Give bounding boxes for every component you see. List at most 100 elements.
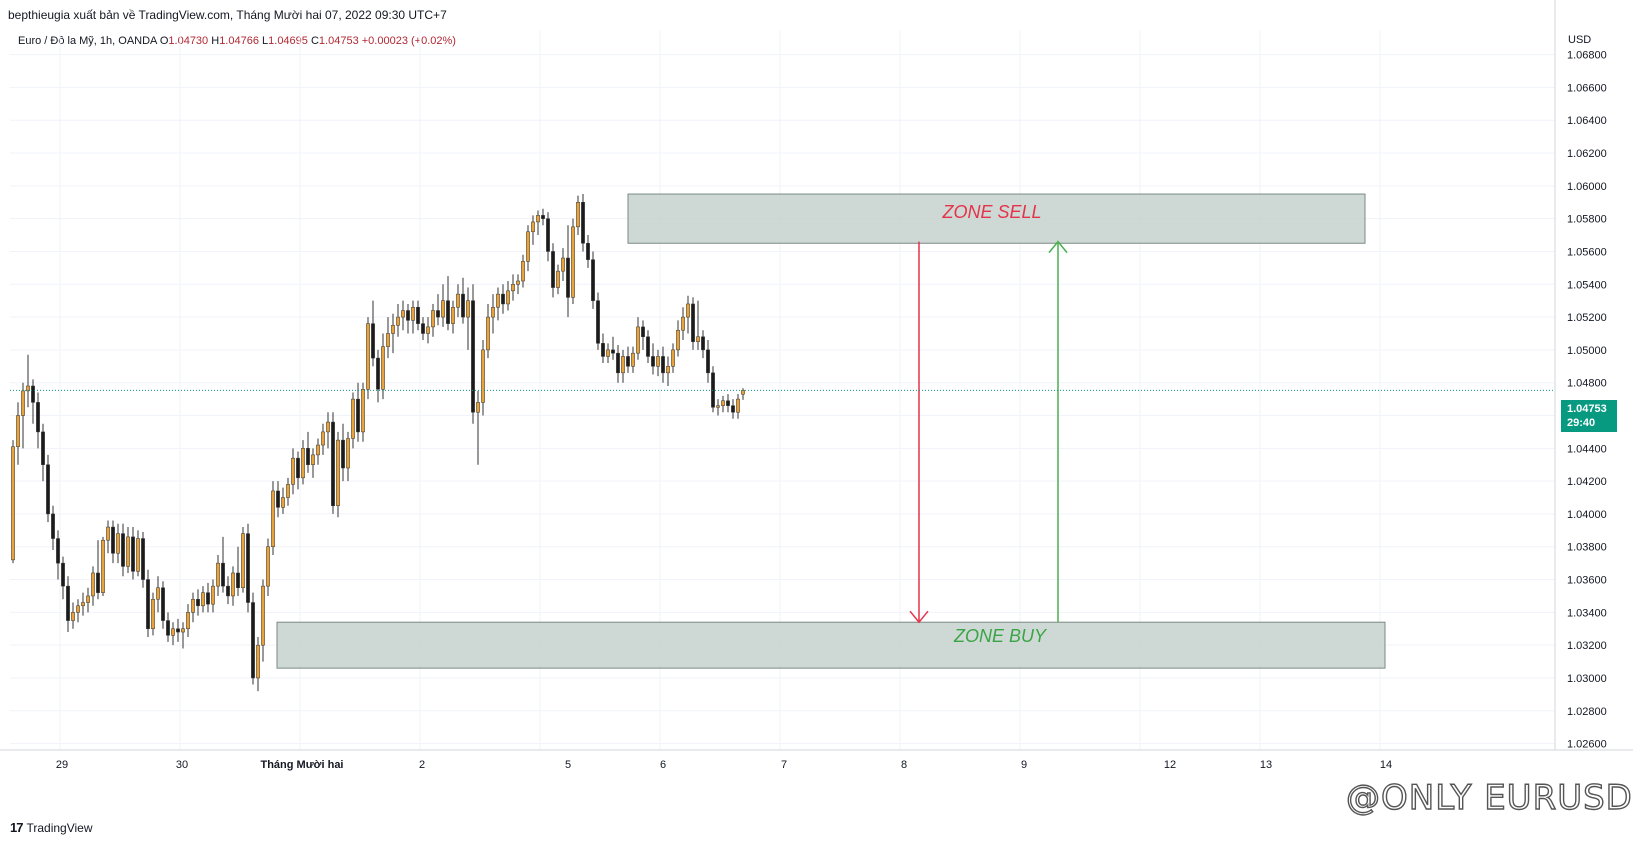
candle-body — [511, 284, 515, 292]
candle-body — [656, 356, 660, 367]
candle-body — [191, 598, 195, 613]
candle-body — [396, 316, 400, 326]
bar-countdown: 29:40 — [1567, 417, 1596, 429]
candle-body — [316, 444, 320, 456]
x-tick-label: 13 — [1260, 759, 1272, 771]
tradingview-logo[interactable]: 17 TradingView — [10, 820, 93, 835]
last-price-value: 1.04753 — [1567, 403, 1607, 415]
candle-body — [531, 221, 535, 233]
x-tick-label: 29 — [56, 759, 68, 771]
candle-body — [126, 536, 130, 567]
candle-body — [666, 366, 670, 374]
candle-body — [691, 303, 695, 342]
candle-body — [41, 431, 45, 465]
candle-body — [661, 356, 665, 374]
y-tick-label: 1.06800 — [1567, 50, 1607, 62]
tradingview-logo-text: TradingView — [26, 820, 93, 835]
candle-body — [506, 290, 510, 305]
x-tick-label: 2 — [419, 759, 425, 771]
candle-body — [111, 526, 115, 554]
candle-body — [491, 306, 495, 318]
candle-body — [166, 620, 170, 636]
low-value: 1.04695 — [268, 35, 308, 47]
watermark-text: @ONLY EURUSD — [1345, 777, 1633, 818]
candle-body — [16, 415, 20, 447]
y-tick-label: 1.04200 — [1567, 476, 1607, 488]
candle-body — [61, 562, 65, 587]
candle-body — [36, 402, 40, 433]
symbol-name[interactable]: Euro / Đô la Mỹ, 1h, OANDA — [18, 35, 157, 47]
x-tick-label: Tháng Mười hai — [260, 759, 343, 771]
candle-body — [556, 270, 560, 288]
candle-body — [366, 323, 370, 390]
candle-body — [211, 585, 215, 605]
candle-body — [571, 226, 575, 298]
candle-body — [446, 300, 450, 324]
y-tick-label: 1.03600 — [1567, 575, 1607, 587]
y-tick-label: 1.06600 — [1567, 82, 1607, 94]
candle-body — [241, 533, 245, 589]
candle-body — [456, 293, 460, 308]
buy-zone-label: ZONE BUY — [953, 626, 1048, 646]
low-label: L — [262, 35, 269, 47]
candle-body — [721, 400, 725, 406]
candle-body — [731, 405, 735, 413]
candle-body — [256, 644, 260, 679]
candle-body — [31, 385, 35, 403]
candle-body — [516, 280, 520, 285]
high-label: H — [211, 35, 220, 47]
y-tick-label: 1.05200 — [1567, 312, 1607, 324]
publisher-line: bepthieugia xuất bản về TradingView.com,… — [8, 8, 447, 22]
candle-body — [286, 484, 290, 498]
candle-body — [521, 261, 525, 282]
candle-body — [86, 595, 90, 603]
candle-body — [311, 454, 315, 465]
candle-body — [686, 303, 690, 318]
candle-body — [306, 448, 310, 465]
candle-body — [696, 336, 700, 342]
candle-body — [431, 310, 435, 328]
tradingview-mark-icon: 17 — [10, 820, 24, 835]
symbol-ohlc-legend: Euro / Đô la Mỹ, 1h, OANDA O1.04730 H1.0… — [18, 35, 456, 47]
x-tick-label: 7 — [781, 759, 787, 771]
x-tick-label: 8 — [901, 759, 907, 771]
candle-body — [641, 326, 645, 338]
candle-body — [541, 215, 545, 219]
x-tick-label: 30 — [176, 759, 188, 771]
candle-body — [436, 310, 440, 318]
candle-body — [606, 349, 610, 357]
candle-body — [331, 421, 335, 506]
last-price-tag: 1.04753 29:40 — [1561, 400, 1617, 432]
y-tick-label: 1.04000 — [1567, 509, 1607, 521]
candle-body — [561, 257, 565, 272]
candle-body — [146, 579, 150, 630]
candle-body — [296, 457, 300, 479]
candle-body — [76, 605, 80, 613]
buy-zone-rect — [276, 621, 1386, 669]
candle-body — [151, 598, 155, 630]
candle-body — [546, 218, 550, 252]
candle-body — [141, 538, 145, 580]
candle-body — [226, 585, 230, 597]
candle-body — [416, 306, 420, 324]
candle-body — [626, 356, 630, 367]
candle-body — [526, 231, 530, 262]
candle-body — [421, 323, 425, 334]
candle-body — [496, 293, 500, 308]
candle-body — [566, 257, 570, 298]
candle-body — [381, 346, 385, 390]
candle-body — [586, 243, 590, 260]
candle-body — [466, 300, 470, 318]
y-tick-label: 1.04400 — [1567, 443, 1607, 455]
close-label: C — [310, 35, 319, 47]
y-tick-label: 1.05800 — [1567, 214, 1607, 226]
candle-body — [361, 389, 365, 433]
candle-body — [411, 306, 415, 321]
sell-zone-rect — [627, 193, 1366, 244]
candle-body — [121, 533, 125, 567]
up-arrow-head — [1048, 240, 1068, 254]
y-tick-label: 1.06000 — [1567, 181, 1607, 193]
candle-body — [461, 293, 465, 318]
candle-body — [386, 333, 390, 347]
